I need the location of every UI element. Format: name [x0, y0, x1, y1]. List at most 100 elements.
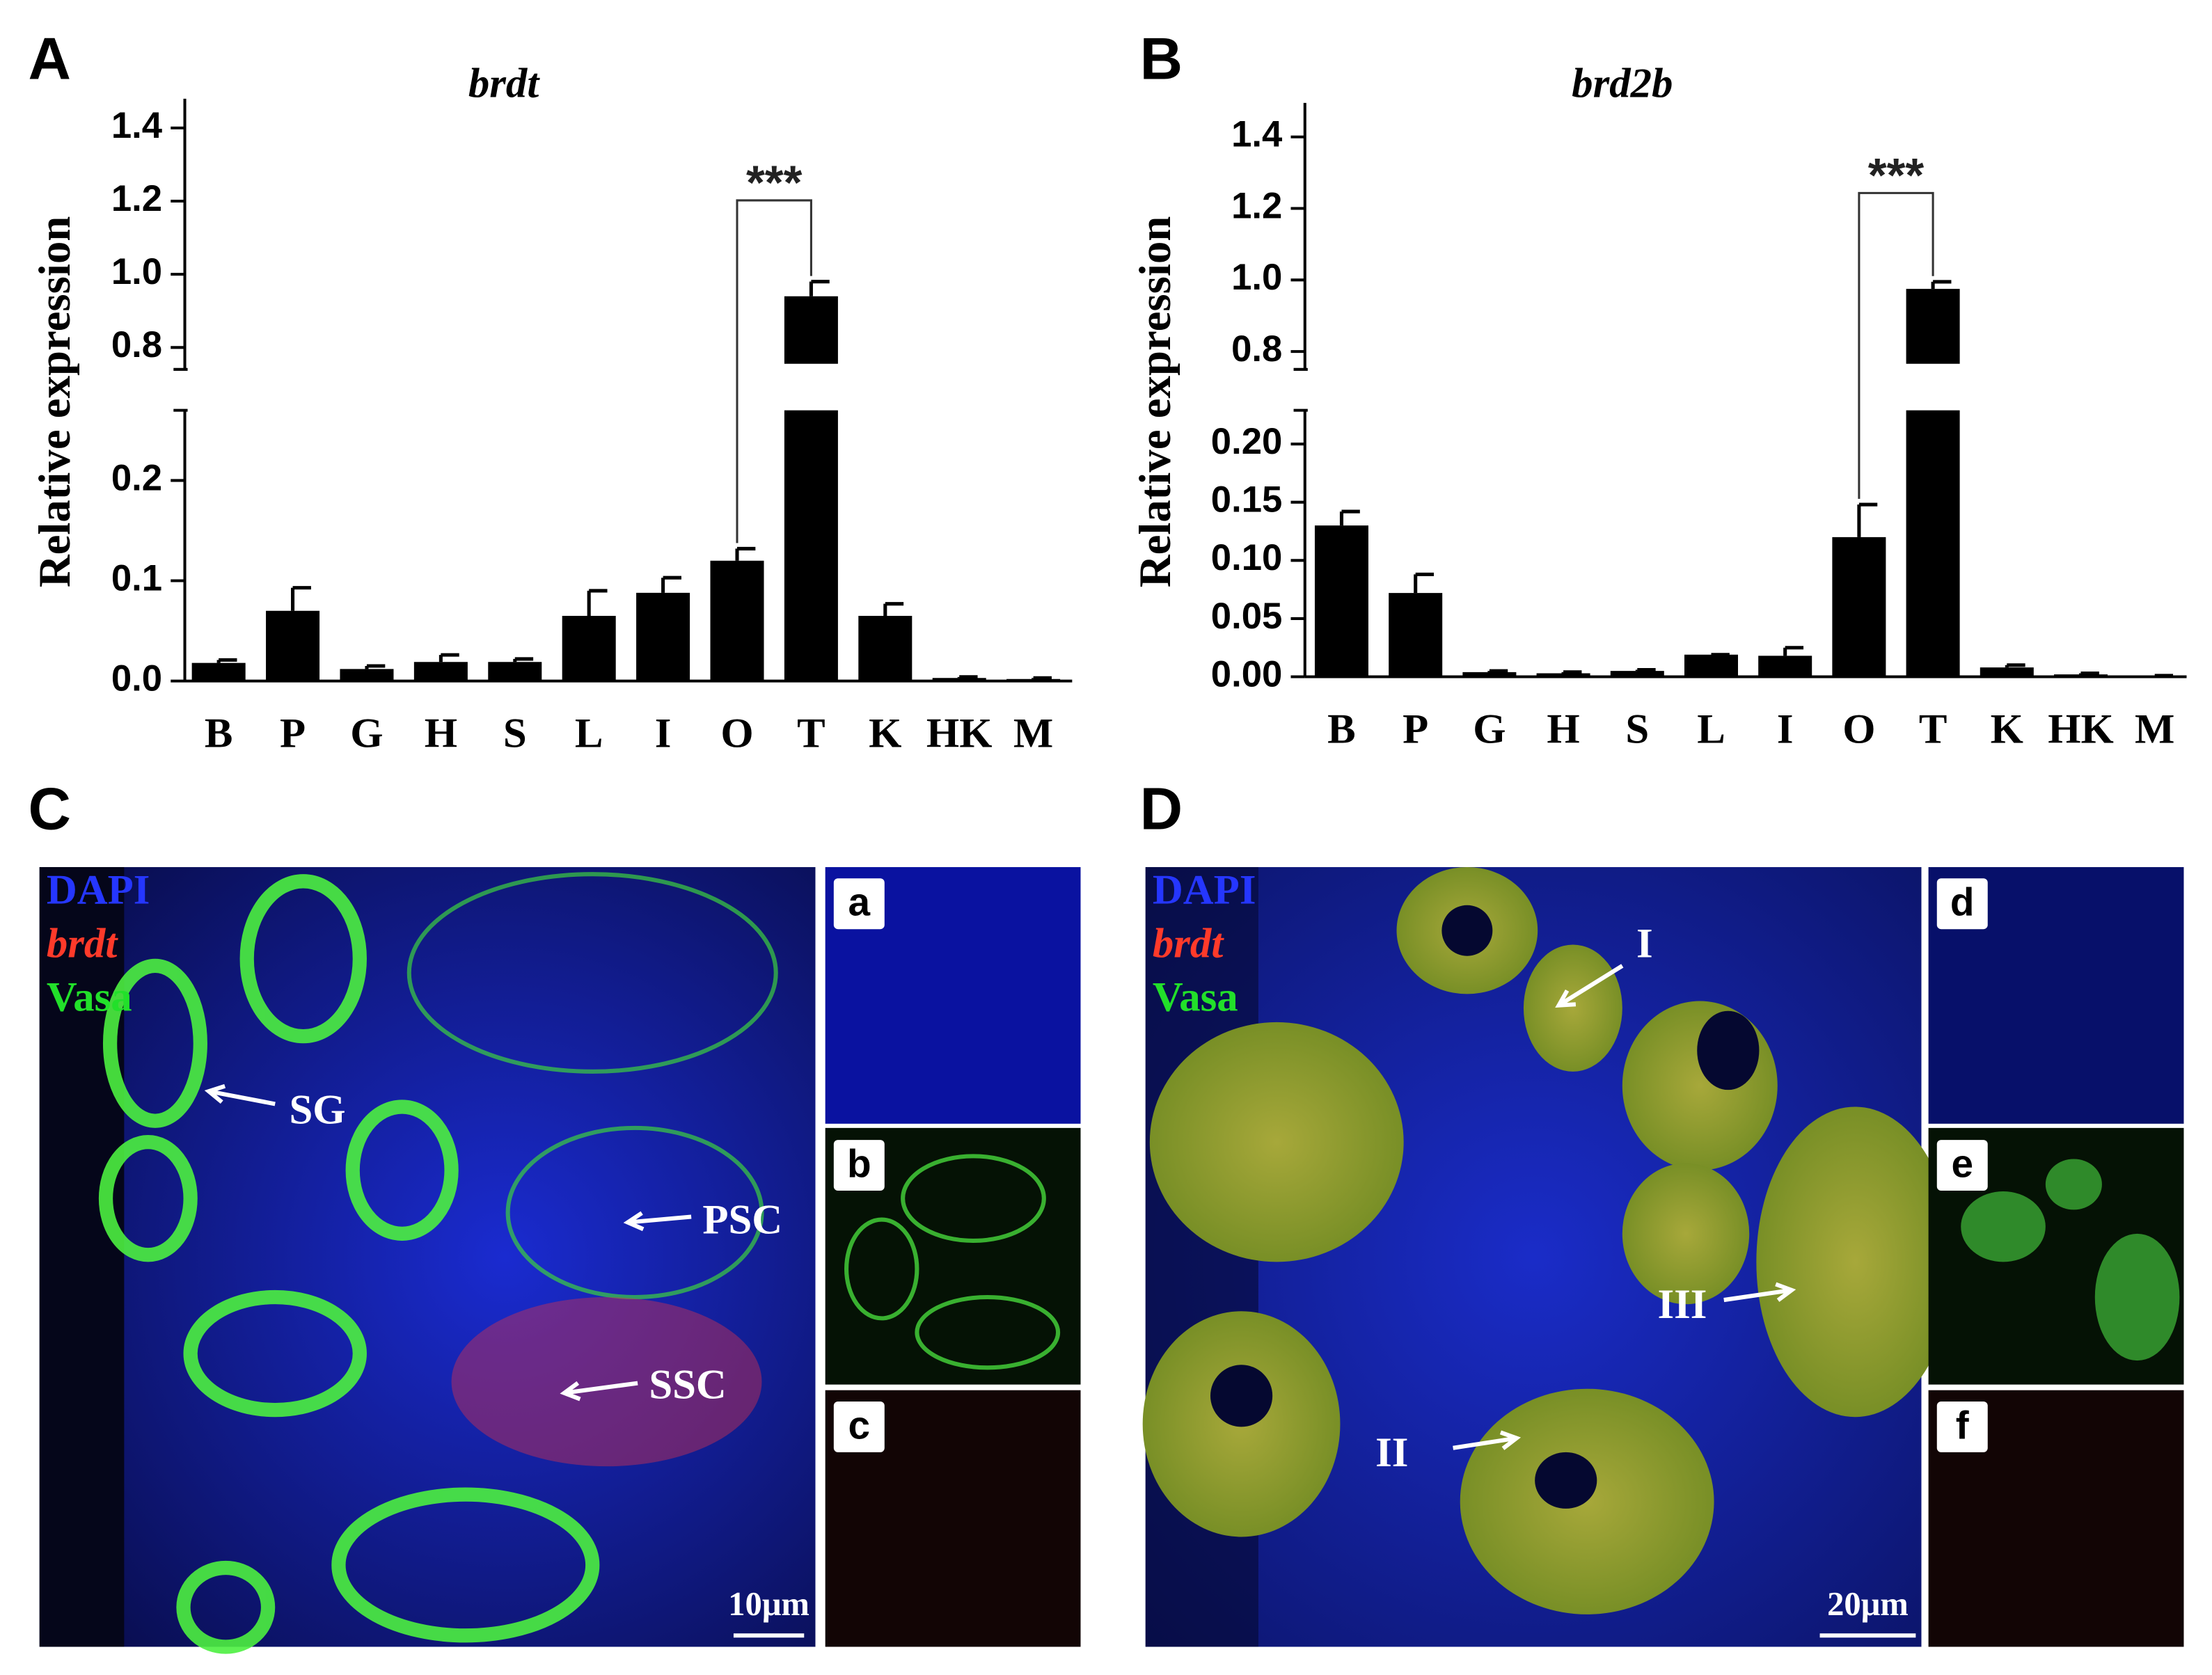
- y-tick-label: 0.15: [1211, 479, 1283, 521]
- x-tick-label: K: [869, 711, 901, 757]
- y-tick-label: 1.4: [1231, 114, 1283, 155]
- inset-label-box: [833, 1140, 885, 1191]
- arrow-label: SSC: [649, 1362, 727, 1408]
- bar: [1758, 656, 1812, 677]
- arrow-label: III: [1657, 1281, 1707, 1328]
- y-axis: [173, 98, 188, 681]
- micrograph-legend: DAPI: [1153, 867, 1256, 914]
- error-bar: [1414, 572, 1435, 594]
- y-tick-label: 1.0: [111, 251, 162, 292]
- x-tick-label: M: [2135, 706, 2174, 753]
- inset-label: d: [1950, 881, 1975, 925]
- significance-label: ***: [1868, 148, 1925, 202]
- error-bar: [365, 664, 386, 669]
- micrograph-legend: Vasa: [47, 974, 132, 1020]
- arrow: [1555, 964, 1624, 1008]
- x-tick-label: O: [720, 711, 753, 757]
- bar: [266, 610, 320, 681]
- significance-bracket: [1858, 191, 1934, 499]
- panel-label: D: [1140, 777, 1183, 843]
- significance-label: ***: [746, 156, 803, 209]
- panel-label: B: [1140, 26, 1183, 93]
- x-tick-label: L: [575, 711, 603, 757]
- y-tick-label: 0.2: [111, 457, 162, 498]
- inset-label-box: [1936, 1401, 1988, 1452]
- inset-label: a: [848, 881, 871, 925]
- error-bar: [439, 653, 459, 662]
- bar: [1980, 667, 2034, 677]
- bar: [1684, 654, 1738, 677]
- bar: [1462, 672, 1517, 677]
- y-axis-label: Relative expression: [1130, 216, 1180, 587]
- x-tick-label: I: [655, 711, 672, 757]
- arrow: [1453, 1430, 1522, 1450]
- inset-label: c: [848, 1404, 871, 1447]
- error-bar: [809, 280, 830, 296]
- error-bar: [957, 675, 978, 679]
- bar: [1389, 593, 1443, 677]
- y-tick-label: 1.0: [1231, 257, 1282, 298]
- x-tick-label: G: [350, 711, 383, 757]
- scale-bar-label: 10μm: [728, 1585, 809, 1623]
- inset-label: b: [847, 1143, 871, 1186]
- error-bar: [291, 586, 311, 611]
- error-bar: [1783, 646, 1804, 656]
- bar: [1832, 537, 1886, 677]
- y-tick-label: 0.05: [1211, 596, 1283, 637]
- error-bar: [1339, 509, 1360, 526]
- error-bar: [1635, 667, 1656, 672]
- bar: [1536, 673, 1590, 677]
- bar: [488, 662, 542, 681]
- error-bar: [1487, 669, 1508, 673]
- y-tick-label: 0.1: [111, 557, 162, 598]
- error-bar: [2005, 663, 2025, 668]
- arrow-label: PSC: [702, 1197, 782, 1244]
- x-tick-label: P: [280, 711, 306, 757]
- arrow: [204, 1083, 276, 1106]
- x-tick-label: H: [425, 711, 457, 757]
- arrow-label: I: [1636, 920, 1653, 967]
- bar: [413, 662, 468, 681]
- y-tick-label: 0.0: [111, 658, 162, 699]
- bar: [2128, 675, 2182, 677]
- x-tick-label: O: [1842, 706, 1875, 753]
- y-tick-label: 1.2: [111, 178, 162, 219]
- x-tick-label: T: [1919, 706, 1948, 753]
- x-tick-label: K: [1991, 706, 2023, 753]
- error-bar: [883, 602, 904, 616]
- x-tick-label: S: [1625, 706, 1649, 753]
- error-bar: [1561, 670, 1582, 674]
- y-axis-label: Relative expression: [30, 216, 80, 587]
- y-tick-label: 0.8: [1231, 328, 1282, 370]
- x-tick-label: G: [1473, 706, 1506, 753]
- error-bar: [1931, 280, 1952, 289]
- error-bar: [587, 589, 608, 616]
- scale-bar-label: 20μm: [1827, 1585, 1909, 1623]
- y-tick-label: 1.4: [111, 105, 163, 146]
- bar: [1314, 525, 1368, 677]
- y-tick-label: 0.00: [1211, 653, 1283, 694]
- bar: [2054, 674, 2108, 677]
- arrow: [623, 1211, 692, 1232]
- error-bar: [513, 657, 534, 662]
- y-axis: [1293, 102, 1308, 677]
- micrograph-d: [1142, 867, 1954, 1647]
- panel-label: A: [29, 26, 71, 93]
- error-bar: [1857, 502, 1878, 537]
- chart-title: brdt: [468, 61, 540, 107]
- bar: [1906, 289, 1960, 677]
- micrograph-legend: brdt: [1153, 920, 1224, 967]
- x-tick-label: B: [1327, 706, 1356, 753]
- bar: [858, 615, 913, 681]
- micrograph-legend: DAPI: [47, 867, 150, 914]
- x-tick-label: HK: [926, 711, 993, 757]
- inset-label-box: [833, 1401, 885, 1452]
- bar: [562, 615, 616, 681]
- inset-label: e: [1951, 1143, 1973, 1186]
- inset-label-box: [1936, 1140, 1988, 1191]
- y-tick-label: 0.8: [111, 324, 162, 365]
- inset-label-box: [1936, 878, 1988, 930]
- x-tick-label: I: [1777, 706, 1794, 753]
- micrograph-legend: brdt: [47, 920, 118, 967]
